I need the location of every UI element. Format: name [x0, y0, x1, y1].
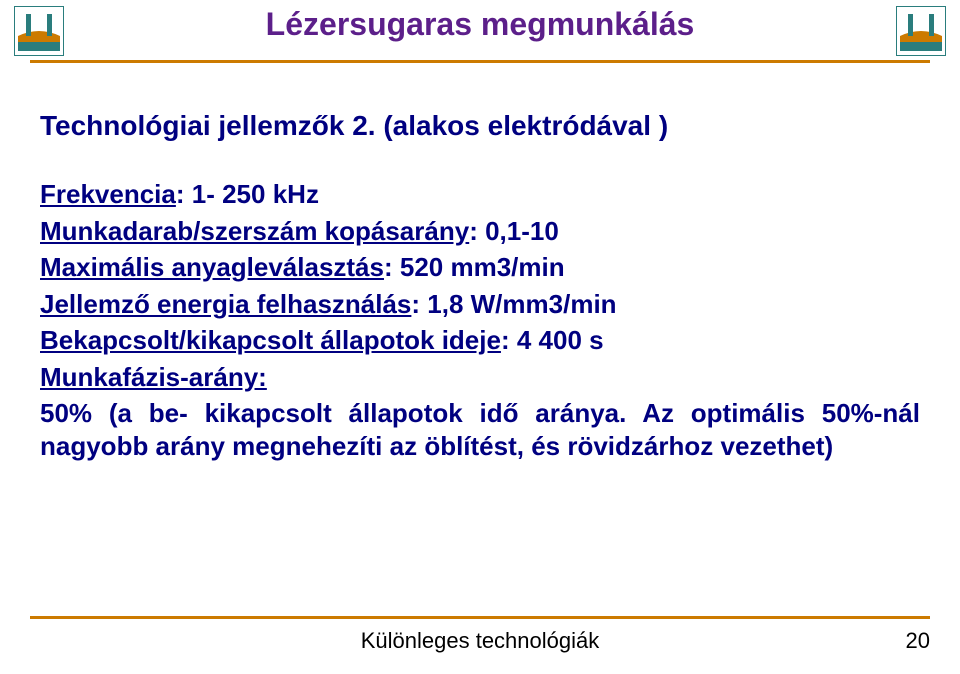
line-max-removal: Maximális anyagleválasztás: 520 mm3/min — [40, 251, 920, 284]
max-removal-value: : 520 mm3/min — [384, 252, 565, 282]
line-duty-cycle-text: 50% (a be- kikapcsolt állapotok idő arán… — [40, 397, 920, 462]
frequency-link[interactable]: Frekvencia — [40, 179, 176, 209]
max-removal-link[interactable]: Maximális anyagleválasztás — [40, 252, 384, 282]
duty-cycle-text: 50% (a be- kikapcsolt állapotok idő arán… — [40, 398, 920, 461]
body-content: Technológiai jellemzők 2. (alakos elektr… — [0, 80, 960, 462]
subheading: Technológiai jellemzők 2. (alakos elektr… — [40, 110, 920, 142]
footer: Különleges technológiák — [30, 628, 930, 654]
wear-ratio-link[interactable]: Munkadarab/szerszám kopásarány — [40, 216, 469, 246]
footer-rule — [30, 616, 930, 619]
frequency-value: : 1- 250 kHz — [176, 179, 319, 209]
page-number-text: 20 — [906, 628, 930, 653]
on-off-time-value: : 4 400 s — [501, 325, 604, 355]
header-rule — [30, 60, 930, 63]
line-frequency: Frekvencia: 1- 250 kHz — [40, 178, 920, 211]
line-wear-ratio: Munkadarab/szerszám kopásarány: 0,1-10 — [40, 215, 920, 248]
page-number: 20 — [906, 628, 930, 654]
subhead-text: Technológiai jellemzők 2. (alakos elektr… — [40, 110, 668, 141]
duty-cycle-link[interactable]: Munkafázis-arány: — [40, 362, 267, 392]
title-text: Lézersugaras megmunkálás — [266, 6, 695, 42]
line-duty-cycle-label: Munkafázis-arány: — [40, 361, 920, 394]
energy-use-link[interactable]: Jellemző energia felhasználás — [40, 289, 411, 319]
header: Lézersugaras megmunkálás — [0, 0, 960, 80]
wear-ratio-value: : 0,1-10 — [469, 216, 559, 246]
on-off-time-link[interactable]: Bekapcsolt/kikapcsolt állapotok ideje — [40, 325, 501, 355]
line-on-off-time: Bekapcsolt/kikapcsolt állapotok ideje: 4… — [40, 324, 920, 357]
energy-use-value: : 1,8 W/mm3/min — [411, 289, 616, 319]
bridge-logo-right — [896, 6, 946, 61]
page-title: Lézersugaras megmunkálás — [0, 6, 960, 43]
slide-page: Lézersugaras megmunkálás Technológiai je… — [0, 0, 960, 674]
line-energy-use: Jellemző energia felhasználás: 1,8 W/mm3… — [40, 288, 920, 321]
footer-text: Különleges technológiák — [361, 628, 600, 653]
